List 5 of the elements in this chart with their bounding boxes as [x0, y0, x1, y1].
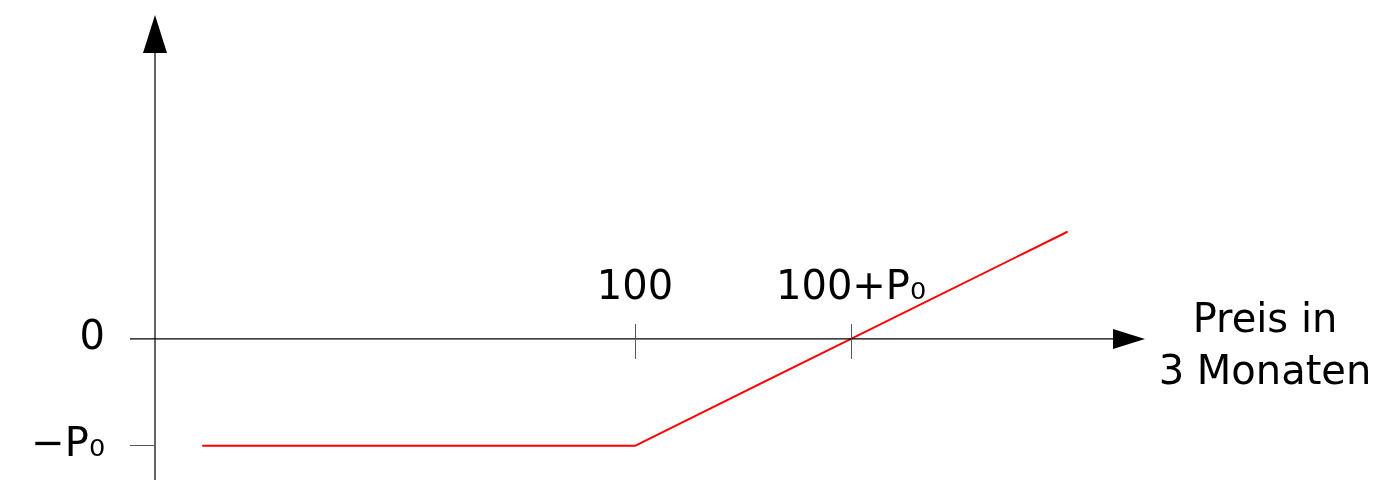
x-tick-label: 100+P₀	[775, 261, 927, 308]
x-axis-title: Preis in 3 Monaten	[1158, 294, 1372, 393]
x-tick-label: 100	[596, 261, 674, 308]
text: 0	[79, 312, 105, 359]
text: −P₀	[31, 419, 105, 466]
